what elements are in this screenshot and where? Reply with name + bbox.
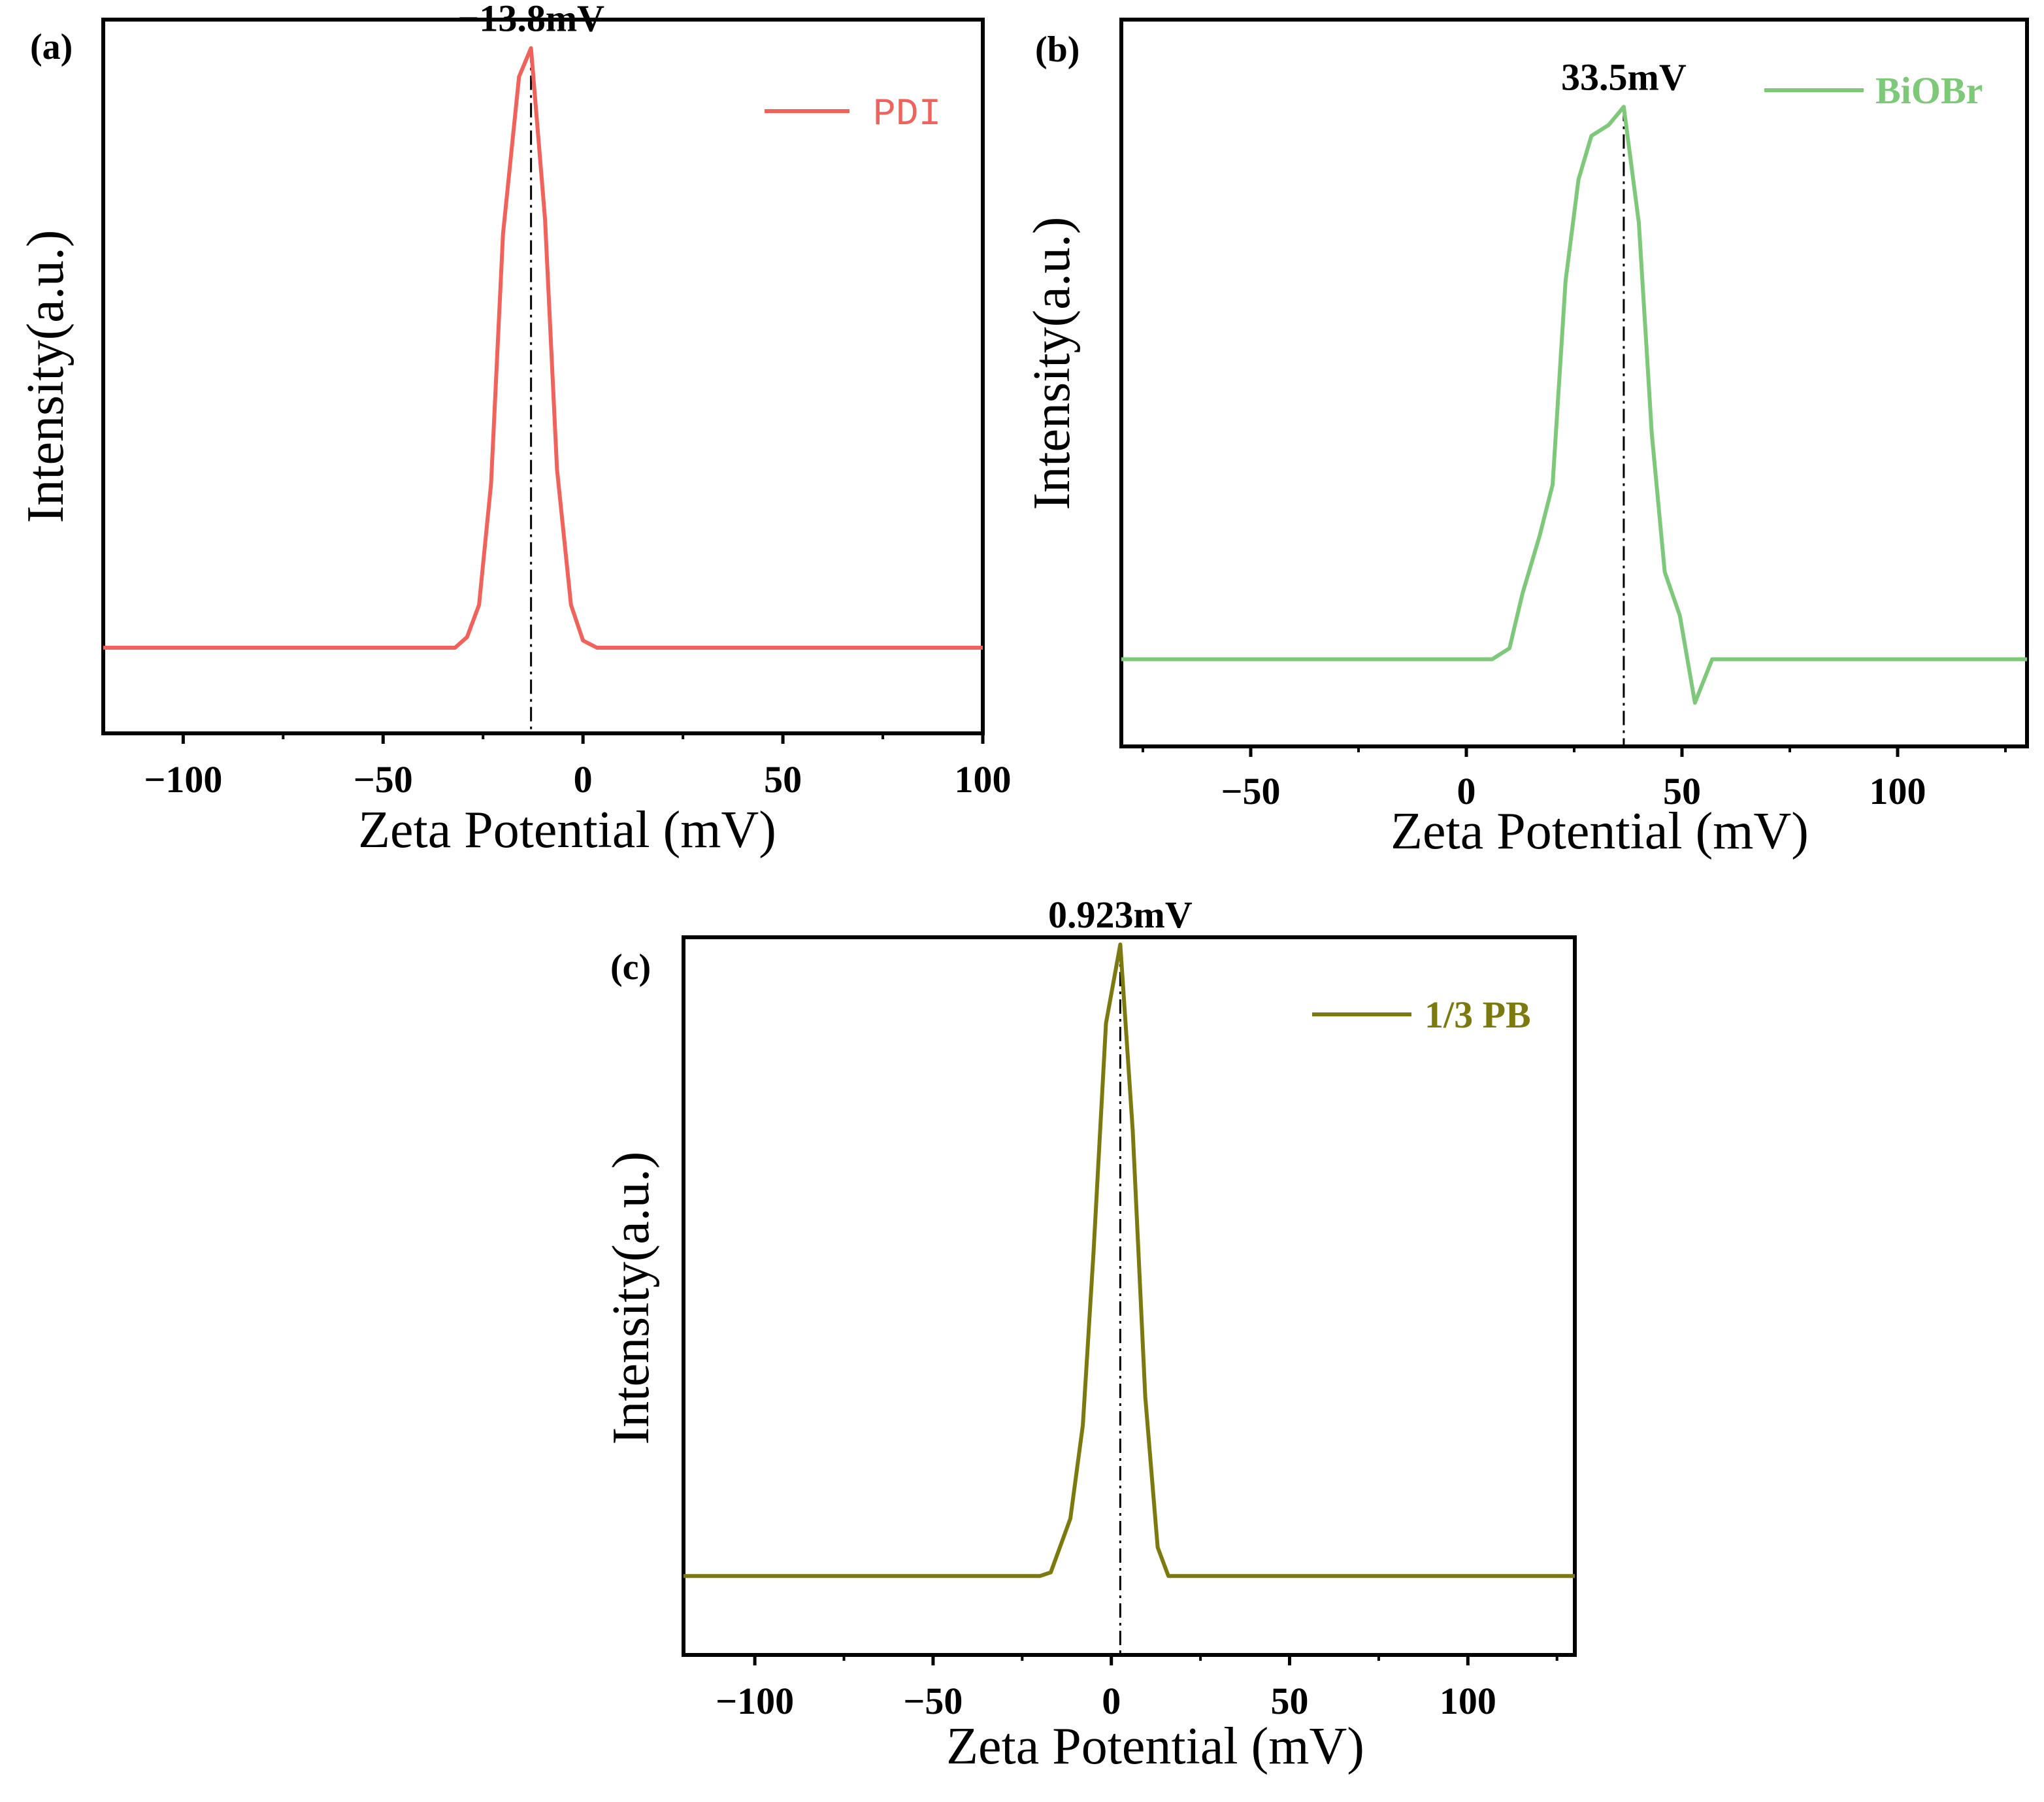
x-tick-label-a-0: −100 (144, 758, 222, 801)
x-tick-label-c-1: −50 (903, 1680, 963, 1722)
panel-a: (a) −100 −50 0 50 100 −13.8mV PDI Intensity(… (17, 0, 1012, 859)
x-tick-label-b-3: 100 (1870, 770, 1926, 812)
x-axis-title-c: Zeta Potential (mV) (946, 1718, 1364, 1775)
x-axis-title-b: Zeta Potential (mV) (1391, 803, 1809, 860)
x-tick-label-c-4: 100 (1440, 1680, 1496, 1722)
x-tick-label-a-3: 50 (764, 758, 802, 801)
x-tick-label-c-3: 50 (1271, 1680, 1309, 1722)
x-tick-labels-a: −100 −50 0 50 100 (144, 758, 1011, 801)
y-axis-title-c: Intensity(a.u.) (602, 1152, 660, 1445)
x-tick-labels-c: −100 −50 0 50 100 (716, 1680, 1496, 1722)
peak-label-c: 0.923mV (1048, 893, 1193, 936)
x-tick-label-b-1: 0 (1457, 770, 1476, 812)
panel-label-b: (b) (1035, 29, 1080, 70)
legend-label-biobr: BiOBr (1875, 69, 1983, 112)
panel-label-c: (c) (610, 947, 651, 988)
x-tick-labels-b: −50 0 50 100 (1221, 770, 1926, 812)
y-axis-title-a: Intensity(a.u.) (17, 230, 74, 524)
plot-frame-c (682, 935, 1577, 1657)
x-ticks-b (1142, 746, 2007, 757)
plot-frame-b (1119, 18, 2029, 748)
panel-b: (b) −50 0 50 100 33.5mV BiOBr Intensity(a.u… (1023, 18, 2029, 860)
x-tick-label-a-2: 0 (574, 758, 593, 801)
x-axis-title-a: Zeta Potential (mV) (358, 801, 776, 859)
x-tick-label-b-0: −50 (1221, 770, 1280, 812)
plot-frame-a (101, 18, 985, 735)
peak-label-b: 33.5mV (1561, 56, 1687, 98)
x-tick-label-c-2: 0 (1102, 1680, 1121, 1722)
x-tick-label-b-2: 50 (1663, 770, 1701, 812)
x-ticks-a (181, 733, 985, 744)
panel-c: (c) −100 −50 0 50 100 0.923mV 1/3 PB Intensi… (602, 893, 1577, 1775)
series-line-1-3-pb (684, 943, 1575, 1578)
y-axis-title-b: Intensity(a.u.) (1023, 217, 1081, 510)
series-line-pdi (103, 46, 983, 650)
panel-label-a: (a) (30, 27, 73, 67)
series-line-biobr (1121, 105, 2027, 705)
legend-label-1-3-pb: 1/3 PB (1425, 993, 1531, 1036)
x-ticks-c (753, 1655, 1558, 1665)
x-tick-label-c-0: −100 (716, 1680, 794, 1722)
x-tick-label-a-1: −50 (354, 758, 413, 801)
x-tick-label-a-4: 100 (955, 758, 1012, 801)
peak-label-a: −13.8mV (457, 0, 604, 40)
legend-label-pdi: PDI (873, 93, 941, 136)
